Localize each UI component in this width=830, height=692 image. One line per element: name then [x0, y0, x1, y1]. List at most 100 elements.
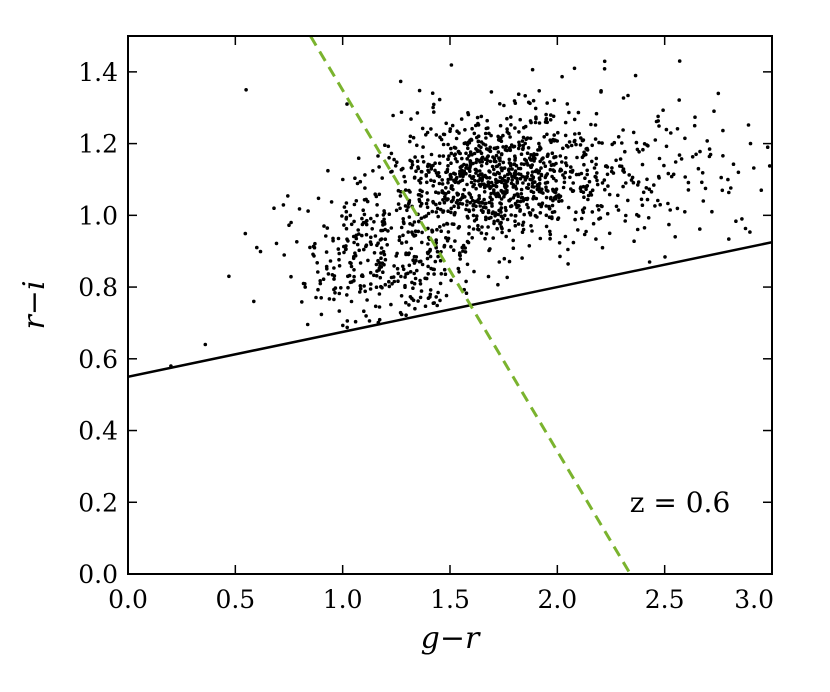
data-point	[465, 239, 470, 244]
data-point	[336, 236, 341, 241]
data-point	[435, 249, 440, 254]
data-point	[656, 174, 661, 179]
data-point	[496, 150, 501, 154]
data-point	[520, 223, 525, 227]
data-point	[463, 128, 467, 132]
data-point	[430, 230, 435, 234]
data-point	[452, 171, 456, 176]
data-point	[426, 168, 430, 173]
data-point	[434, 202, 438, 207]
data-point	[483, 131, 488, 136]
data-point	[475, 115, 480, 120]
data-point	[579, 185, 583, 189]
data-point	[696, 166, 701, 171]
data-point	[401, 264, 405, 269]
x-tick-label: 2.5	[645, 585, 685, 614]
data-point	[557, 195, 561, 200]
data-point	[434, 238, 439, 242]
data-point	[451, 198, 455, 202]
data-point	[726, 177, 730, 182]
data-point	[631, 130, 636, 135]
data-point	[472, 269, 476, 274]
data-point	[580, 155, 585, 160]
data-point	[411, 135, 416, 140]
data-point	[322, 224, 326, 228]
data-point	[585, 146, 589, 151]
data-point	[358, 286, 363, 291]
data-point	[337, 264, 342, 268]
data-point	[686, 188, 691, 192]
data-point	[540, 201, 545, 205]
data-point	[488, 149, 493, 154]
data-point	[436, 171, 441, 175]
data-point	[281, 203, 286, 207]
data-point	[551, 176, 556, 181]
data-point	[444, 121, 449, 126]
data-point	[569, 165, 573, 169]
data-point	[469, 195, 474, 200]
data-point	[330, 273, 335, 277]
data-point	[432, 102, 436, 107]
data-point	[501, 133, 505, 138]
data-point	[467, 208, 471, 212]
data-point	[544, 185, 548, 189]
data-point	[258, 249, 263, 254]
data-point	[357, 232, 361, 236]
data-point	[587, 179, 592, 184]
data-point	[438, 281, 443, 286]
data-point	[413, 276, 418, 281]
data-point	[507, 228, 512, 233]
data-point	[647, 260, 652, 264]
data-point	[441, 210, 445, 214]
data-point	[602, 178, 607, 182]
data-point	[369, 282, 373, 286]
data-point	[458, 179, 463, 184]
data-point	[440, 190, 445, 195]
data-point	[600, 204, 604, 209]
data-point	[526, 146, 531, 150]
data-point	[402, 174, 406, 179]
data-point	[372, 251, 377, 255]
data-point	[358, 290, 362, 294]
data-point	[621, 167, 626, 171]
data-point	[473, 167, 478, 172]
data-point	[600, 141, 604, 145]
data-point	[528, 136, 533, 141]
y-tick-label: 0.4	[78, 417, 118, 446]
data-point	[623, 149, 627, 154]
data-point	[380, 285, 384, 290]
data-point	[597, 140, 601, 145]
data-point	[404, 313, 408, 318]
data-point	[399, 274, 403, 279]
data-point	[541, 161, 546, 165]
data-point	[364, 244, 368, 249]
data-point	[507, 157, 512, 162]
data-point	[348, 213, 353, 218]
data-point	[381, 270, 385, 275]
data-point	[362, 247, 366, 252]
data-point	[424, 214, 429, 218]
data-point	[518, 199, 523, 204]
data-point	[446, 142, 450, 147]
data-point	[389, 275, 394, 280]
data-point	[463, 250, 468, 254]
data-point	[417, 199, 422, 204]
data-point	[472, 151, 477, 156]
data-point	[523, 141, 527, 146]
x-tick-label: 1.0	[323, 585, 363, 614]
data-point	[399, 312, 404, 317]
data-point	[392, 157, 396, 162]
data-point	[518, 172, 523, 177]
data-point	[447, 154, 451, 158]
data-point	[495, 145, 500, 150]
data-point	[404, 240, 409, 244]
data-point	[458, 201, 462, 206]
data-point	[552, 210, 557, 214]
data-point	[478, 169, 482, 173]
data-point	[423, 304, 428, 309]
data-point	[410, 230, 414, 234]
data-point	[389, 151, 394, 156]
data-point	[686, 180, 691, 185]
data-point	[533, 120, 538, 125]
data-point	[484, 217, 488, 222]
